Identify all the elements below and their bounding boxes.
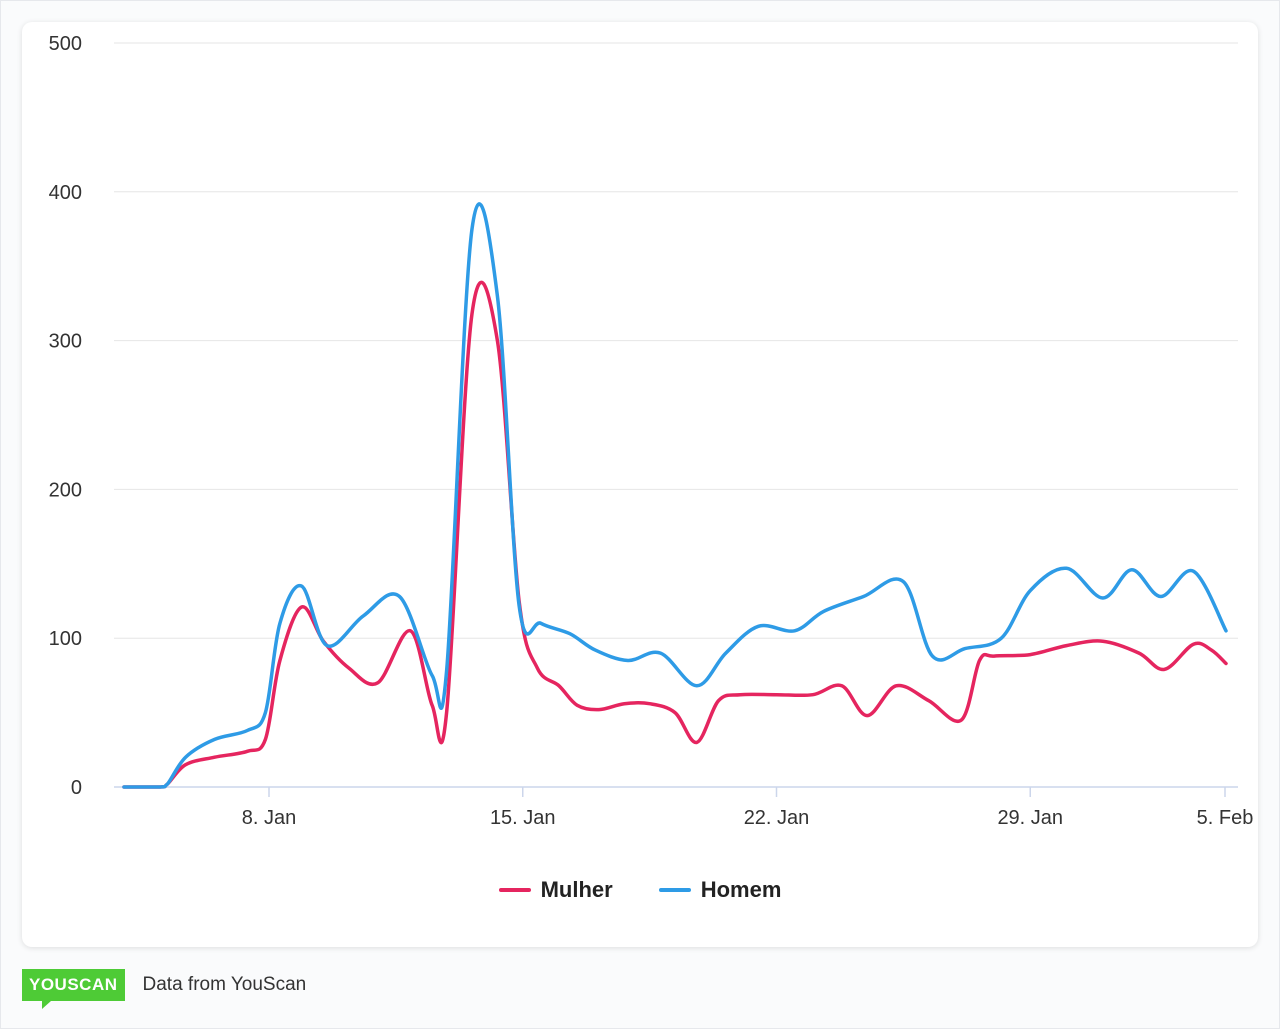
y-tick-label-500: 500 (49, 33, 82, 55)
series-layer (122, 202, 1228, 789)
x-tick-label-0: 8. Jan (242, 807, 296, 829)
y-tick-label-0: 0 (71, 777, 82, 799)
legend-label-homem: Homem (700, 877, 782, 902)
grid-layer (114, 42, 1238, 639)
legend-swatch-mulher (498, 888, 531, 892)
y-tick-label-200: 200 (49, 479, 82, 501)
y-tick-label-100: 100 (49, 628, 82, 650)
legend-swatch-homem (658, 888, 691, 892)
chart-legend: Mulher Homem (1, 877, 1279, 903)
x-tick-label-4: 5. Feb (1197, 807, 1254, 829)
x-tick-label-1: 15. Jan (490, 807, 556, 829)
y-tick-label-400: 400 (49, 182, 82, 204)
y-tick-label-300: 300 (49, 331, 82, 353)
series-line-homem (122, 202, 1228, 789)
legend-item-homem[interactable]: Homem (658, 877, 782, 903)
axis-layer: 0 100 200 300 400 500 8. Jan 15. Jan 22. Jan 29. … (49, 33, 1254, 829)
legend-label-mulher: Mulher (540, 877, 613, 902)
series-line-mulher (122, 280, 1228, 789)
data-source-text: Data from YouScan (142, 974, 307, 995)
chart-card (22, 22, 1258, 947)
line-chart: 0 100 200 300 400 500 8. Jan 15. Jan 22. Jan 29. … (49, 33, 1254, 829)
legend-item-mulher[interactable]: Mulher (498, 877, 613, 903)
x-tick-label-3: 29. Jan (997, 807, 1063, 829)
youscan-logo[interactable]: YOUSCAN (22, 969, 125, 1009)
footer: YOUSCAN Data from YouScan (22, 969, 307, 1009)
x-tick-label-2: 22. Jan (744, 807, 810, 829)
